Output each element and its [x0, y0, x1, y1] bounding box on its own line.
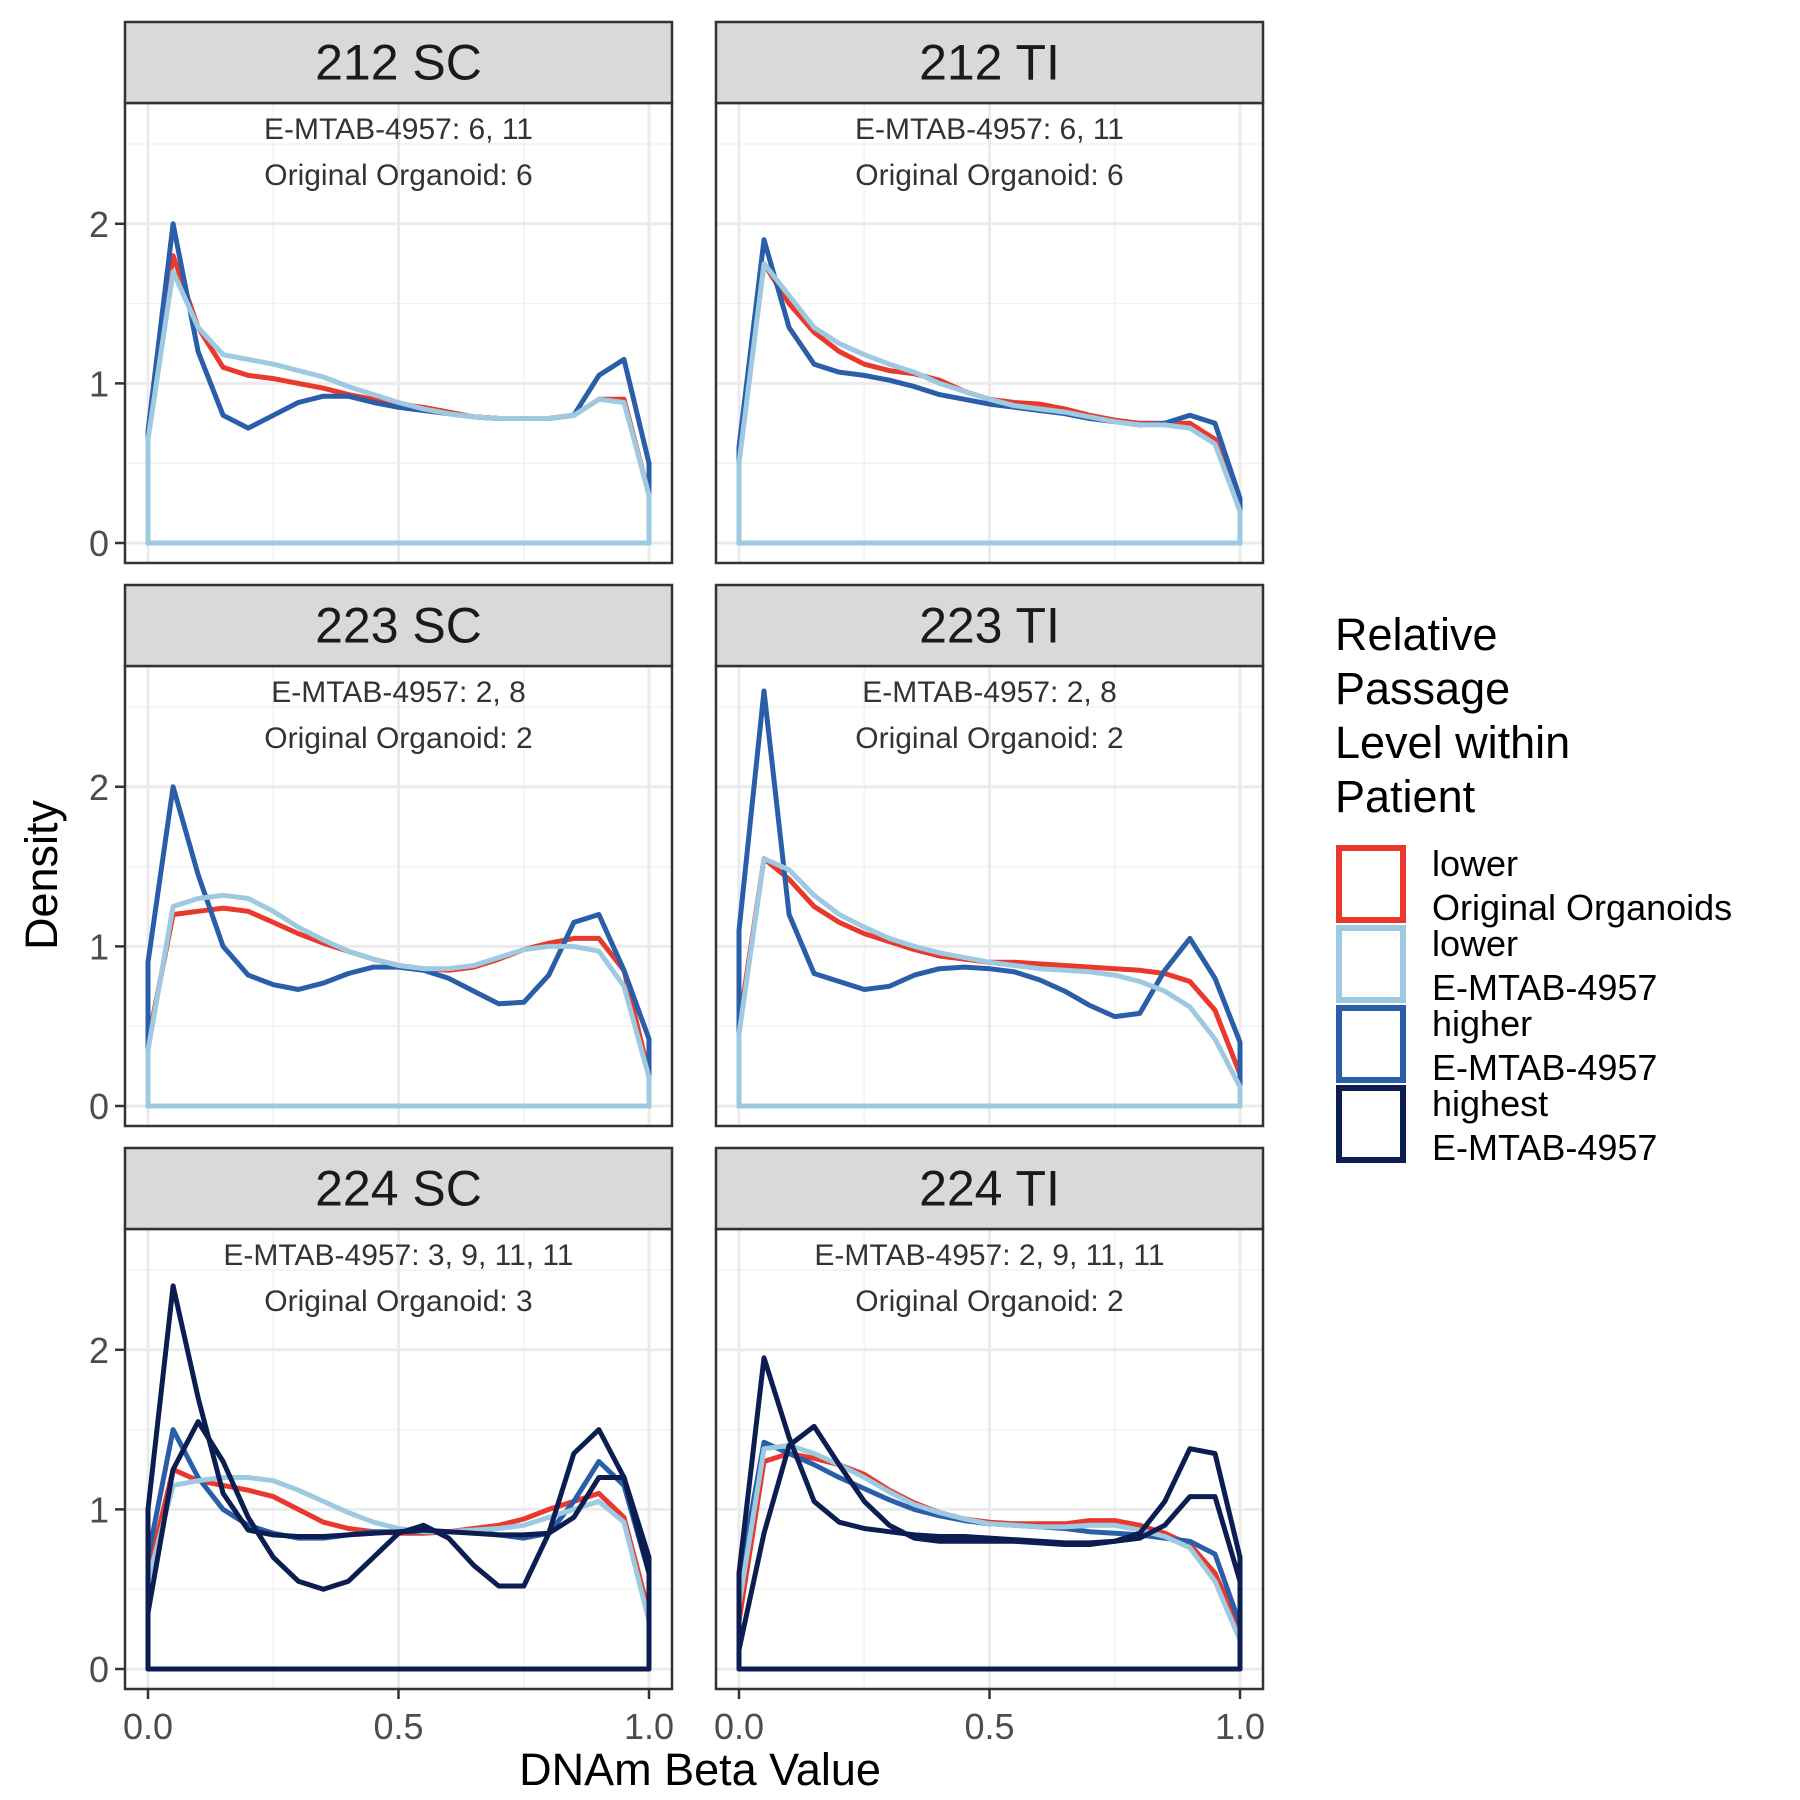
x-axis-title: DNAm Beta Value [519, 1744, 881, 1795]
legend-label: lower [1432, 923, 1518, 964]
legend-label: Original Organoids [1432, 887, 1732, 928]
panel-annotation: Original Organoid: 6 [855, 159, 1123, 192]
facet-panel: E-MTAB-4957: 3, 9, 11, 11 Original Organo… [89, 1146, 674, 1747]
x-tick-label: 0.0 [123, 1706, 173, 1747]
panel-annotation: E-MTAB-4957: 3, 9, 11, 11 [223, 1239, 573, 1272]
legend-key-highest_em [1336, 1085, 1406, 1163]
density-curve-higher_em [145, 221, 652, 546]
legend-title: Patient [1335, 771, 1476, 822]
facet-panel: E-MTAB-4957: 6, 11 Original Organoid: 6 21… [714, 20, 1265, 565]
facet-strip-label: 224 SC [315, 1161, 482, 1217]
x-tick-label: 0.5 [964, 1706, 1014, 1747]
y-tick-label: 1 [89, 1489, 109, 1530]
facet-panel: E-MTAB-4957: 2, 9, 11, 11 Original Organo… [714, 1146, 1265, 1747]
legend-label: lower [1432, 843, 1518, 884]
legend-title: Relative [1335, 609, 1498, 660]
x-tick-label: 1.0 [1215, 1706, 1265, 1747]
density-curve-lower_em [736, 856, 1243, 1109]
facet-strip [714, 20, 1265, 105]
density-curve-highest_em [145, 1419, 652, 1672]
panel-annotation: Original Organoid: 2 [855, 1285, 1123, 1318]
legend-label: E-MTAB-4957 [1432, 1127, 1657, 1168]
density-curve-lower_em [736, 261, 1243, 546]
legend-title: Passage [1335, 663, 1510, 714]
density-curve-lower_em [145, 892, 652, 1109]
panel-annotation: Original Organoid: 2 [264, 722, 532, 755]
legend-label: higher [1432, 1003, 1532, 1044]
legend-key-lower_em [1336, 925, 1406, 1003]
panel-annotation: Original Organoid: 3 [264, 1285, 532, 1318]
density-curve-higher_em [736, 237, 1243, 546]
y-tick-label: 2 [89, 1330, 109, 1371]
legend-label: E-MTAB-4957 [1432, 967, 1657, 1008]
facet-strip-label: 212 TI [919, 35, 1060, 91]
y-tick-label: 2 [89, 767, 109, 808]
density-curve-lower_em [145, 269, 652, 546]
x-tick-label: 0.5 [373, 1706, 423, 1747]
panel-annotation: E-MTAB-4957: 2, 8 [862, 676, 1117, 709]
facet-strip-label: 223 TI [919, 598, 1060, 654]
panel-annotation: Original Organoid: 2 [855, 722, 1123, 755]
y-tick-label: 0 [89, 523, 109, 564]
facet-panel: E-MTAB-4957: 2, 8 Original Organoid: 2 223… [89, 583, 674, 1128]
legend-key-higher_em [1336, 1005, 1406, 1083]
facet-strip [123, 20, 674, 105]
y-axis-title: Density [16, 799, 67, 950]
panel-annotation: E-MTAB-4957: 2, 9, 11, 11 [814, 1239, 1164, 1272]
facet-strip-label: 224 TI [919, 1161, 1060, 1217]
legend-label: highest [1432, 1083, 1548, 1124]
panel-annotation: Original Organoid: 6 [264, 159, 532, 192]
y-tick-label: 1 [89, 363, 109, 404]
facet-strip [714, 1146, 1265, 1231]
legend-key-lower_oo [1336, 845, 1406, 923]
y-tick-label: 0 [89, 1086, 109, 1127]
facet-strip [123, 1146, 674, 1231]
facet-strip-label: 212 SC [315, 35, 482, 91]
y-tick-label: 2 [89, 204, 109, 245]
facet-strip-label: 223 SC [315, 598, 482, 654]
facet-strip [714, 583, 1265, 668]
legend-label: E-MTAB-4957 [1432, 1047, 1657, 1088]
legend-title: Level within [1335, 717, 1570, 768]
y-tick-label: 1 [89, 926, 109, 967]
density-curve-lower_em [736, 1443, 1243, 1672]
y-tick-label: 0 [89, 1649, 109, 1690]
density-curve-highest_em [736, 1423, 1243, 1672]
panel-annotation: E-MTAB-4957: 6, 11 [855, 113, 1124, 146]
facet-panel: E-MTAB-4957: 2, 8 Original Organoid: 2 223… [714, 583, 1265, 1128]
x-tick-label: 1.0 [624, 1706, 674, 1747]
panel-annotation: E-MTAB-4957: 6, 11 [264, 113, 533, 146]
density-curve-higher_em [736, 688, 1243, 1109]
facet-strip [123, 583, 674, 668]
panel-annotation: E-MTAB-4957: 2, 8 [271, 676, 526, 709]
x-tick-label: 0.0 [714, 1706, 764, 1747]
